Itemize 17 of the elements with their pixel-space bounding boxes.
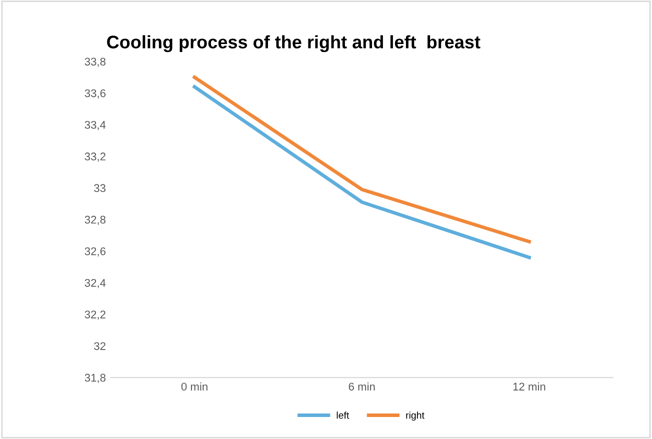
- y-tick-label: 32,2: [84, 310, 106, 320]
- y-tick-label: 31,8: [84, 374, 106, 383]
- y-tick-label: 33,2: [84, 152, 106, 162]
- y-tick-label: 32,6: [84, 247, 106, 257]
- y-tick-label: 33: [94, 184, 106, 192]
- x-tick-label: 0 min: [181, 382, 208, 391]
- y-tick-label: 33,6: [84, 89, 106, 99]
- y-tick-label: 32,4: [84, 278, 106, 288]
- legend-label: left: [336, 412, 350, 419]
- x-tick-label: 6 min: [348, 382, 375, 391]
- y-tick-label: 32,8: [84, 216, 106, 225]
- y-tick-label: 33,4: [84, 120, 106, 130]
- x-tick-label: 12 min: [513, 382, 546, 390]
- chart-title: Cooling process of the right and left breast: [107, 35, 480, 52]
- y-tick-label: 33,8: [84, 58, 106, 67]
- y-tick-label: 32: [94, 342, 106, 350]
- legend-label: right: [406, 412, 424, 421]
